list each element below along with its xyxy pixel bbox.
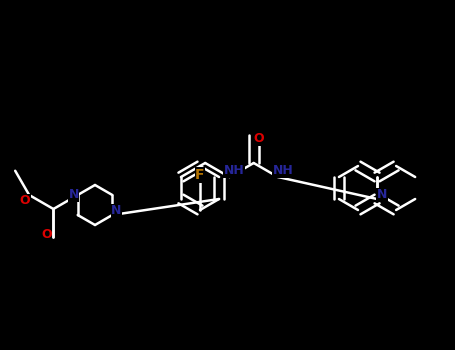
Text: O: O [41,229,52,241]
Text: N: N [111,204,121,217]
Text: N: N [69,189,79,202]
Text: NH: NH [224,164,245,177]
Text: O: O [253,133,264,146]
Text: NH: NH [273,164,293,177]
Text: F: F [195,168,205,182]
Text: N: N [377,189,387,202]
Text: O: O [20,195,30,208]
